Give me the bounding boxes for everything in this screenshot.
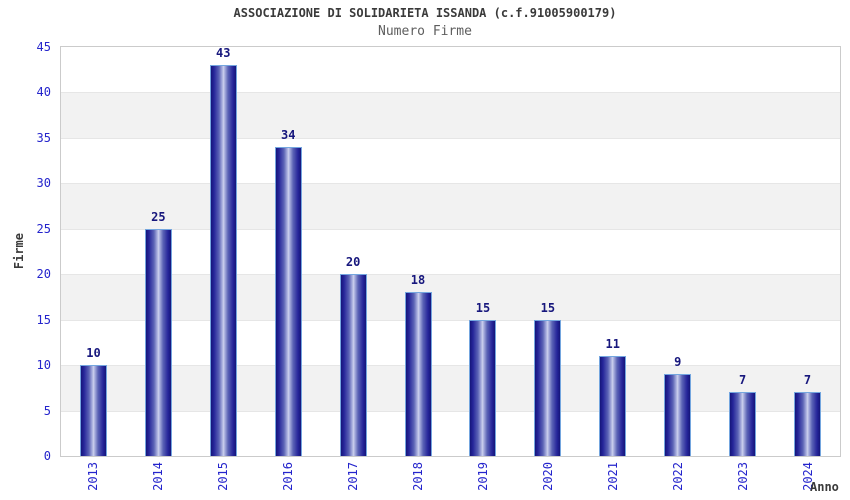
bar-value-label: 15 [475, 300, 491, 315]
bar [469, 319, 497, 456]
bar-value-label: 18 [410, 273, 426, 288]
x-tick-label: 2014 [151, 462, 166, 491]
bar-value-label: 10 [86, 346, 101, 361]
bar-value-label: 7 [739, 373, 747, 388]
bar [79, 365, 107, 456]
plot-band [61, 365, 840, 411]
plot-band [61, 47, 840, 93]
y-axis-title: Firme [12, 233, 26, 270]
plot-band [61, 274, 840, 320]
x-tick-label: 2016 [281, 462, 296, 491]
bar-value-label: 15 [540, 300, 556, 315]
bar [209, 65, 237, 456]
x-tick-label: 2020 [540, 462, 555, 491]
x-axis-title: Anno [810, 480, 839, 494]
y-tick-label: 10 [36, 358, 51, 373]
plot-band [61, 92, 840, 138]
gridline [61, 92, 840, 94]
plot-band [61, 137, 840, 184]
bar-value-label: 43 [216, 46, 231, 61]
x-tick-label: 2018 [411, 462, 426, 491]
bar-value-label: 11 [605, 337, 620, 352]
bar [729, 392, 757, 456]
gridline [61, 365, 840, 367]
gridline [61, 228, 840, 230]
y-tick-label: 20 [36, 267, 51, 282]
bar-value-label: 20 [345, 255, 361, 270]
x-tick-label: 2013 [86, 462, 101, 491]
bar-value-label: 25 [151, 209, 166, 224]
plot-band [61, 228, 840, 275]
bar [534, 319, 562, 456]
bar [404, 292, 432, 456]
y-tick-label: 40 [36, 85, 51, 100]
x-tick-label: 2017 [346, 462, 361, 491]
y-tick-label: 25 [36, 221, 51, 236]
gridline [61, 410, 840, 412]
y-tick-label: 45 [36, 40, 51, 54]
y-tick-label: 30 [36, 176, 51, 191]
y-tick-label: 5 [43, 403, 51, 418]
y-tick-label: 35 [36, 130, 51, 145]
x-tick-label: 2021 [605, 462, 620, 491]
gridline [61, 319, 840, 321]
y-tick-label: 15 [36, 312, 51, 327]
bar-value-label: 7 [803, 373, 812, 388]
plot-band [61, 183, 840, 229]
bar [274, 146, 302, 456]
chart-title: ASSOCIAZIONE DI SOLIDARIETA ISSANDA (c.f… [233, 6, 617, 20]
gridline [61, 137, 840, 139]
bar [599, 356, 627, 456]
bar [794, 392, 822, 456]
bar-value-label: 9 [674, 355, 682, 370]
plot-band [61, 319, 840, 366]
bar [339, 274, 367, 456]
gridline [61, 274, 840, 276]
x-tick-label: 2022 [670, 462, 685, 491]
bar-value-label: 34 [280, 127, 296, 142]
y-tick-label: 0 [43, 449, 51, 463]
chart-subtitle: Numero Firme [378, 24, 472, 39]
plot-area: 10 25 43 34 20 18 15 15 11 9 7 7 [60, 46, 841, 457]
bar [144, 228, 172, 456]
x-tick-label: 2019 [475, 462, 490, 491]
gridline [61, 183, 840, 185]
plot-band [61, 410, 840, 456]
bar [664, 374, 692, 456]
x-tick-label: 2015 [216, 462, 231, 491]
x-tick-label: 2023 [735, 462, 750, 491]
